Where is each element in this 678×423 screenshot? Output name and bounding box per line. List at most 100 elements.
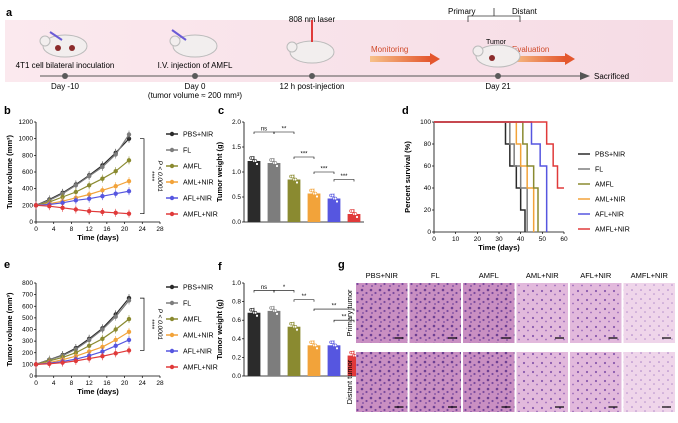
data-point [113,210,118,216]
panel-letter-b: b [4,105,11,117]
data-point [275,312,279,316]
data-point [353,212,358,216]
data-point [333,343,338,348]
x-tick-label: 12 [86,226,94,233]
panel-letter-f: f [218,261,222,273]
data-point [100,176,105,181]
bar-AFL+NIR [327,198,341,222]
legend-label: PBS+NIR [183,132,213,139]
data-point [330,193,335,198]
histology-image [409,283,461,343]
data-point [350,209,355,213]
series-line-AFL+NIR [35,190,130,206]
data-point [126,136,132,141]
legend-label: AFL+NIR [595,212,624,219]
legend-marker [169,131,175,137]
y-tick-label: 1.0 [232,280,241,287]
sig-label: *** [320,167,328,173]
x-tick-label: 30 [495,236,503,243]
legend-label: PBS+NIR [183,285,213,292]
y-tick-label: 0 [29,373,33,380]
x-tick-label: 8 [70,226,74,233]
data-point [350,350,355,355]
legend-marker [169,300,175,306]
data-point [335,199,339,204]
data-point [100,209,105,215]
data-point [73,183,79,188]
y-tick-label: 100 [420,119,431,126]
sig-label: * [283,285,286,291]
histology-image [516,352,568,412]
data-point [33,203,39,208]
data-point [126,348,132,353]
data-point [126,132,132,137]
x-tick-label: 12 [86,380,94,387]
y-tick-label: 1.5 [232,144,241,151]
series-line-AML+NIR [35,180,130,206]
legend-label: AMFL+NIR [183,212,218,219]
y-tick-label: 0.2 [232,354,241,361]
legend-marker [169,364,175,370]
legend-label: PBS+NIR [595,152,625,159]
data-point [86,208,92,214]
legend-marker [169,195,175,201]
legend-label: AMFL+NIR [183,365,218,372]
sig-label: ** [282,127,287,133]
data-point [100,349,105,354]
chart-b: 0 4 8 12 16 20 24 28 0 200 400 600 800 1000 1200 Time (… [5,119,164,242]
sig-bracket [293,299,315,302]
y-tick-label: 1200 [19,119,34,126]
data-point [86,343,92,348]
data-point [253,311,258,315]
bar-FL [267,163,281,222]
significance: **** P < 0.0001 [140,297,163,351]
bar-AMFL [287,326,301,376]
data-point [73,358,79,364]
panel-letter-d: d [402,105,409,117]
data-point [295,180,299,185]
x-tick-label: 0 [432,236,436,243]
legend-label: AFL+NIR [183,196,212,203]
sig-bracket [333,319,355,323]
y-axis-label: Percent survival (%) [403,141,412,213]
data-point [255,162,259,166]
y-tick-label: 600 [22,303,33,310]
legend-label: FL [183,148,191,155]
event-note-label: (tumor volume ≈ 200 mm³) [148,91,243,100]
y-tick-label: 0.8 [232,299,241,306]
y-tick-label: 800 [22,280,33,287]
x-tick-label: 28 [156,380,164,387]
histology-row-label: Primary tumor [345,289,354,337]
y-tick-label: 200 [22,202,33,209]
series-line-FL [35,134,130,206]
legend-marker [169,211,175,217]
data-point [126,211,132,216]
y-tick-label: 0 [29,219,33,226]
timeline-dot [495,73,501,79]
data-point [270,158,275,162]
timeline-arrowhead [580,72,590,80]
x-tick-label: 20 [121,380,129,387]
p-value: P < 0.0001 [156,160,163,192]
y-tick-label: 700 [22,292,33,299]
histology-column-label: AMFL [479,271,499,280]
sig-label: ns [261,285,267,291]
sig-bracket [273,131,295,134]
bar-AML+NIR [307,345,321,376]
data-point [86,356,92,361]
sig-label: *** [340,174,348,180]
histology-column-label: AMFL+NIR [631,271,669,280]
data-point [113,351,118,356]
legend-label: AML+NIR [595,197,626,204]
monitoring-label: Monitoring [371,45,408,54]
data-point [126,316,132,322]
sig-label: ** [302,294,307,300]
data-point [335,346,339,351]
y-tick-label: 300 [22,338,33,345]
p-value: P < 0.0001 [156,309,163,341]
bar-AMFL+NIR [347,214,361,222]
tumor-bracket [467,8,521,22]
data-point [47,361,52,366]
p-bracket [140,138,145,215]
